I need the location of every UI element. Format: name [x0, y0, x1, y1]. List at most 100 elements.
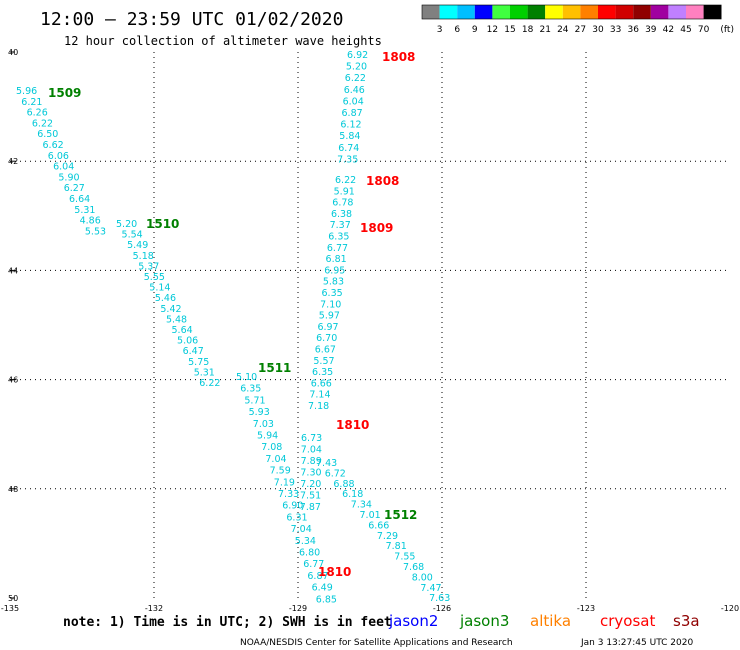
wave-height-value: 7.01	[360, 510, 381, 521]
wave-height-value: 5.53	[85, 226, 106, 237]
wave-height-value: 6.77	[327, 243, 348, 254]
wave-height-value: 6.70	[316, 333, 337, 344]
wave-height-value: 7.29	[377, 531, 398, 542]
satellite-legend: jason2 jason3 altika cryosat s3a	[388, 612, 700, 630]
legend-swatch	[633, 5, 651, 19]
wave-height-value: 7.51	[300, 491, 321, 502]
wave-height-value: 6.87	[342, 108, 363, 119]
wave-height-value: 6.85	[316, 594, 337, 605]
track-1511: 5.106.355.715.937.035.947.087.047.597.19…	[236, 372, 337, 605]
wave-height-value: 7.34	[351, 500, 372, 511]
track-1808: 6.925.206.226.466.046.876.125.846.747.35	[337, 50, 368, 165]
wave-height-value: 6.78	[332, 198, 353, 209]
wave-height-value: 6.74	[338, 143, 359, 154]
wave-height-value: 8.00	[412, 572, 433, 583]
track-1512: 7.436.726.886.187.347.016.667.297.817.55…	[316, 458, 450, 604]
legend-label: 15	[504, 25, 515, 35]
color-legend: 3 6 9 12 15 18 21 24 27 30 33 36 39 42 45 70 (ft)	[421, 4, 734, 35]
wave-height-value: 6.81	[326, 254, 347, 265]
wave-height-value: 6.95	[324, 265, 345, 276]
legend-label: 39	[645, 25, 657, 35]
legend-border	[421, 4, 722, 20]
time-label-1512: 1512	[384, 508, 417, 522]
wave-height-value: 7.20	[300, 479, 321, 490]
legend-swatch	[527, 5, 546, 19]
wave-height-value: 7.10	[320, 299, 341, 310]
wave-height-value: 7.04	[265, 454, 286, 465]
wave-height-value: 7.03	[253, 419, 274, 430]
footer-credit: NOAA/NESDIS Center for Satellite Applica…	[240, 638, 513, 648]
wave-height-value: 6.47	[183, 346, 204, 357]
satellite-s3a: s3a	[673, 612, 700, 630]
satellite-altika: altika	[530, 612, 571, 630]
wave-height-value: 6.67	[315, 345, 336, 356]
wave-height-value: 6.18	[342, 489, 363, 500]
wave-height-value: 5.20	[346, 62, 367, 73]
wave-height-value: 7.47	[420, 583, 441, 594]
lon-tick-label: -126	[433, 604, 451, 613]
wave-height-value: 7.87	[300, 502, 321, 513]
lon-tick-label: -135	[1, 604, 19, 613]
legend-label: 21	[539, 25, 550, 35]
time-label-1809: 1809	[360, 221, 393, 235]
satellite-tracks: 5.966.216.266.226.506.626.066.045.906.27…	[16, 50, 450, 605]
wave-height-value: 5.42	[160, 304, 181, 315]
legend-label: 33	[610, 25, 621, 35]
wave-height-value: 6.72	[325, 468, 346, 479]
lon-tick-label: -120	[721, 604, 739, 613]
wave-height-value: 6.73	[301, 433, 322, 444]
wave-height-value: 7.04	[291, 524, 312, 535]
wave-height-value: 7.35	[337, 154, 358, 165]
track-1810: 6.737.047.897.307.207.517.87	[300, 433, 322, 513]
track-1509: 5.966.216.266.226.506.626.066.045.906.27…	[16, 86, 106, 237]
wave-height-value: 7.55	[394, 552, 415, 563]
wave-height-value: 7.59	[270, 466, 291, 477]
wave-height-value: 7.14	[309, 390, 330, 401]
footer-timestamp: Jan 3 13:27:45 UTC 2020	[580, 638, 693, 648]
wave-height-value: 5.94	[257, 431, 278, 442]
wave-height-value: 7.08	[261, 442, 282, 453]
wave-height-value: 6.87	[307, 571, 328, 582]
legend-swatch	[562, 5, 581, 19]
time-label-1810: 1810	[336, 418, 369, 432]
wave-height-value: 5.20	[116, 219, 137, 230]
legend-swatch	[510, 5, 528, 19]
satellite-cryosat: cryosat	[600, 612, 655, 630]
time-label-1510: 1510	[146, 217, 179, 231]
track-time-labels: 1808 1509 1808 1510 1809 1511 1810 1512 1810	[48, 50, 417, 579]
time-label-1509: 1509	[48, 86, 81, 100]
legend-label: 30	[592, 25, 604, 35]
wave-height-value: 6.66	[311, 378, 332, 389]
wave-height-value: 6.04	[343, 96, 364, 107]
wave-height-value: 5.37	[138, 261, 159, 272]
legend-unit: (ft)	[720, 25, 734, 35]
wave-height-value: 5.46	[155, 293, 176, 304]
lon-tick-label: -132	[145, 604, 163, 613]
time-label-1808: 1808	[382, 50, 415, 64]
legend-swatch	[580, 5, 598, 19]
legend-swatch	[422, 5, 440, 19]
satellite-jason2: jason2	[388, 612, 438, 630]
legend-label: 24	[557, 25, 569, 35]
wave-height-value: 5.14	[149, 283, 170, 294]
legend-swatch	[439, 5, 458, 19]
time-label-1810: 1810	[318, 565, 351, 579]
legend-swatch	[650, 5, 669, 19]
wave-height-value: 5.31	[194, 367, 215, 378]
time-label-1808: 1808	[366, 174, 399, 188]
wave-height-value: 6.31	[286, 512, 307, 523]
wave-height-value: 5.75	[188, 357, 209, 368]
legend-swatch	[474, 5, 493, 19]
footer-note: note: 1) Time is in UTC; 2) SWH is in fe…	[63, 615, 392, 630]
wave-height-value: 5.96	[16, 86, 37, 97]
legend-swatch	[492, 5, 510, 19]
legend-label: 12	[487, 25, 498, 35]
wave-height-value: 7.37	[330, 220, 351, 231]
wave-height-value: 6.80	[299, 548, 320, 559]
legend-swatch	[703, 5, 722, 19]
wave-height-value: 6.88	[333, 479, 354, 490]
wave-height-value: 6.06	[48, 151, 69, 162]
wave-height-value: 7.81	[386, 541, 407, 552]
wave-height-value: 6.66	[368, 520, 389, 531]
